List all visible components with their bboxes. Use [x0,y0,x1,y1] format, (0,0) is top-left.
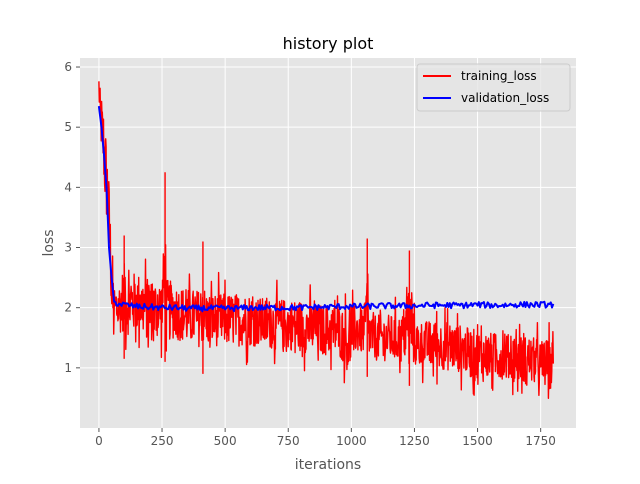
y-axis-ticks: 1 2 3 4 5 6 [64,60,80,375]
legend-label-validation: validation_loss [461,91,549,105]
y-tick-label: 2 [64,301,72,315]
x-tick-label: 250 [151,434,174,448]
y-tick-label: 5 [64,120,72,134]
x-tick-label: 0 [95,434,103,448]
y-tick-label: 3 [64,241,72,255]
y-tick-label: 6 [64,60,72,74]
series-layer [97,81,555,399]
chart-title: history plot [283,34,374,53]
legend-box [416,63,571,112]
y-axis-label: loss [41,229,57,256]
x-axis-label: iterations [295,457,361,473]
x-tick-label: 1250 [399,434,430,448]
y-tick-label: 4 [64,180,72,194]
x-axis-ticks: 0 250 500 750 1000 1250 1500 1750 [95,428,556,448]
x-tick-label: 1500 [462,434,493,448]
x-tick-label: 1000 [336,434,367,448]
x-tick-label: 1750 [525,434,556,448]
legend-label-training: training_loss [461,69,537,83]
y-tick-label: 1 [64,361,72,375]
x-tick-label: 750 [277,434,300,448]
x-tick-label: 500 [214,434,237,448]
legend: training_loss validation_loss [416,63,571,112]
validation-loss-line [97,105,555,313]
